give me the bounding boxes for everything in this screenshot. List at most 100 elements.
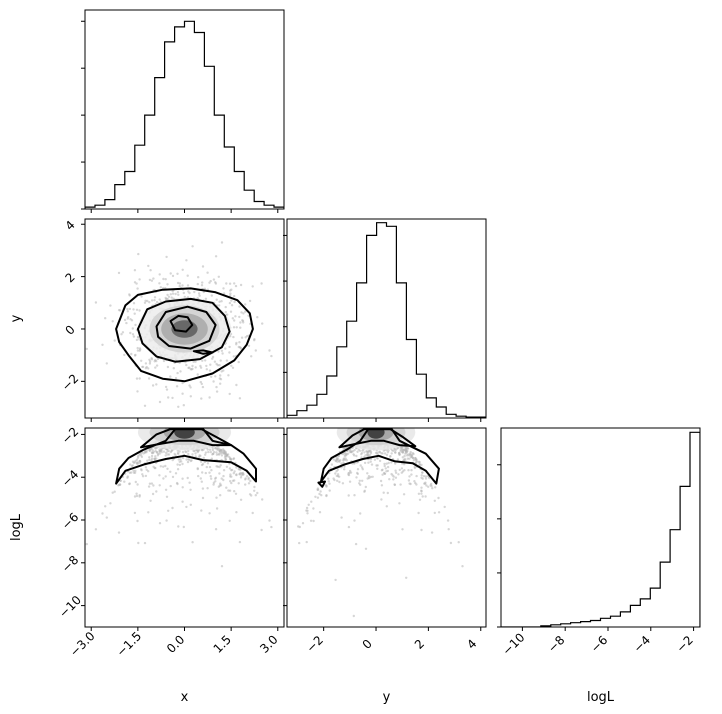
scatter-point <box>126 310 129 313</box>
scatter-point <box>335 474 338 478</box>
scatter-point <box>155 364 159 367</box>
scatter-point <box>433 499 436 502</box>
scatter-point <box>109 304 112 307</box>
scatter-point <box>366 472 369 475</box>
scatter-point <box>411 452 414 455</box>
scatter-point <box>220 477 223 480</box>
scatter-point <box>189 459 192 463</box>
scatter-point <box>224 458 227 461</box>
y-axis-label-logL: logL <box>9 513 24 541</box>
scatter-point <box>131 464 134 467</box>
scatter-point <box>398 502 401 505</box>
scatter-points <box>297 430 464 618</box>
scatter-point <box>133 495 137 498</box>
scatter-point <box>240 336 244 339</box>
scatter-point <box>187 452 190 456</box>
scatter-point <box>132 471 136 474</box>
scatter-point <box>229 294 232 297</box>
scatter-point <box>166 450 169 453</box>
scatter-point <box>178 463 182 467</box>
scatter-point <box>382 449 385 452</box>
scatter-point <box>158 474 161 477</box>
scatter-point <box>151 492 155 496</box>
scatter-point <box>214 282 218 285</box>
scatter-point <box>215 385 218 389</box>
x-axis-label-x: x <box>181 690 189 705</box>
scatter-point <box>172 367 175 370</box>
scatter-point <box>449 541 453 545</box>
scatter-point <box>181 268 184 271</box>
scatter-point <box>254 349 257 352</box>
scatter-point <box>225 486 228 489</box>
scatter-point <box>232 335 235 339</box>
scatter-point <box>424 475 427 478</box>
scatter-point <box>186 460 190 464</box>
scatter-point <box>176 371 179 375</box>
scatter-point <box>181 456 185 460</box>
y-tick-label: −10 <box>56 593 84 621</box>
scatter-point <box>233 319 236 322</box>
scatter-point <box>434 486 437 489</box>
scatter-point <box>301 522 305 525</box>
scatter-point <box>350 450 353 454</box>
scatter-point <box>232 457 235 461</box>
scatter-point <box>229 480 232 483</box>
scatter-point <box>117 483 121 487</box>
scatter-point <box>148 301 151 304</box>
scatter-point <box>384 467 387 470</box>
scatter-point <box>203 287 206 290</box>
scatter-point <box>360 456 363 459</box>
scatter-point <box>344 457 347 460</box>
scatter-point <box>162 277 165 281</box>
scatter-point <box>386 451 390 454</box>
scatter-point <box>356 472 359 476</box>
scatter-point <box>367 461 370 464</box>
scatter-point <box>251 511 254 515</box>
scatter-point <box>256 316 259 319</box>
histogram-y <box>287 222 486 418</box>
scatter-point <box>182 291 185 295</box>
scatter-point <box>225 359 229 362</box>
scatter-point <box>154 366 157 369</box>
scatter-point <box>240 474 243 477</box>
scatter-point <box>194 452 197 455</box>
scatter-point <box>204 297 208 300</box>
scatter-point <box>218 364 221 367</box>
scatter-point <box>205 364 208 368</box>
scatter-point <box>117 271 121 275</box>
scatter-point <box>201 463 205 466</box>
scatter-point <box>135 338 139 342</box>
scatter-point <box>150 454 154 458</box>
contour-level-3 <box>317 480 326 488</box>
x-tick-label: 0 <box>360 637 375 652</box>
axes-frame <box>84 9 285 210</box>
scatter-point <box>430 482 433 486</box>
scatter-point <box>133 269 137 272</box>
scatter-point <box>446 519 450 522</box>
scatter-point <box>138 459 142 463</box>
scatter-point <box>420 486 423 489</box>
scatter-point <box>228 351 231 354</box>
scatter-point <box>244 303 247 306</box>
scatter-point <box>387 461 390 465</box>
scatter-point <box>111 491 114 494</box>
scatter-point <box>249 479 252 483</box>
scatter-point <box>232 326 236 329</box>
scatter-point <box>343 468 346 471</box>
scatter-point <box>164 464 167 468</box>
scatter-point <box>207 450 210 454</box>
scatter-point <box>352 453 355 456</box>
scatter-point <box>230 299 233 302</box>
scatter-point <box>182 404 185 407</box>
scatter-point <box>342 457 346 460</box>
scatter-point <box>333 478 336 482</box>
scatter-point <box>339 459 342 462</box>
scatter-point <box>119 479 122 482</box>
scatter-point <box>131 327 134 330</box>
scatter-point <box>167 295 171 298</box>
scatter-point <box>196 450 199 454</box>
scatter-point <box>215 465 218 468</box>
scatter-point <box>340 516 343 519</box>
scatter-point <box>134 469 137 473</box>
scatter-point <box>231 479 235 482</box>
